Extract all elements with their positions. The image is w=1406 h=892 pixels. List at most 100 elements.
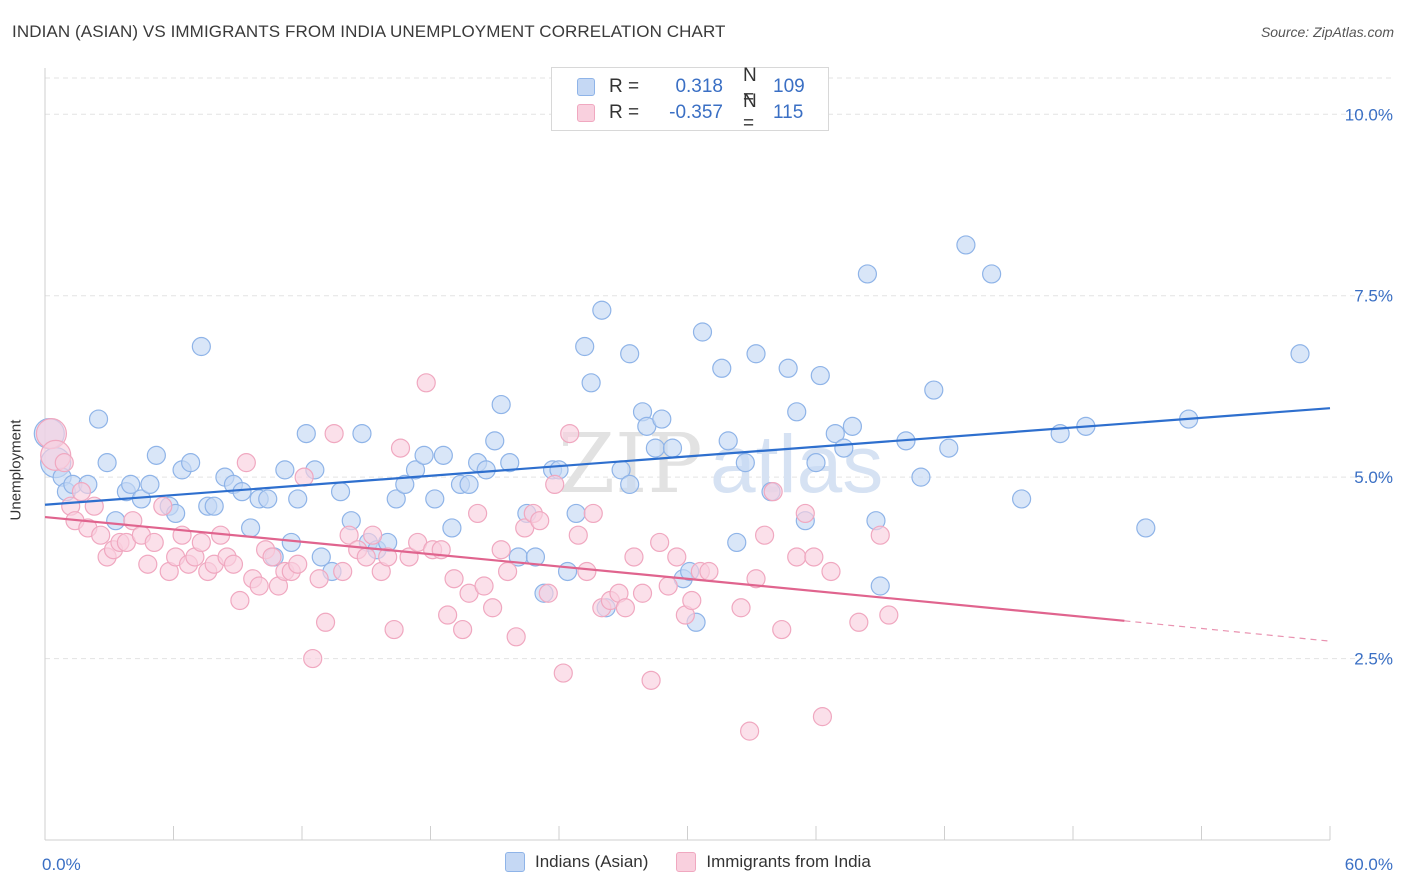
data-point — [97, 453, 117, 473]
data-point — [491, 394, 511, 415]
data-point — [632, 583, 653, 603]
legend-row-immigrants: R = -0.357 N = 115 — [577, 91, 804, 134]
trend-line — [44, 407, 1331, 506]
n-label: N = — [743, 91, 757, 134]
data-point — [395, 474, 415, 494]
data-point — [294, 467, 314, 487]
data-point — [288, 554, 308, 574]
data-point — [763, 482, 783, 502]
legend-swatch-pink — [577, 104, 595, 122]
data-point — [592, 300, 612, 320]
data-point — [692, 322, 713, 342]
data-point — [620, 344, 640, 364]
data-point — [740, 721, 760, 741]
data-point — [956, 235, 976, 255]
legend-row-indians: R = 0.318 N = 109 — [577, 65, 805, 108]
chart-source: Source: ZipAtlas.com — [1260, 24, 1394, 40]
data-point — [557, 561, 578, 582]
data-point — [453, 619, 473, 640]
data-point — [390, 438, 411, 458]
data-point — [795, 503, 815, 524]
data-point — [433, 445, 453, 465]
data-point — [54, 453, 74, 473]
data-point — [806, 453, 826, 473]
y-tick-label: 5.0% — [1354, 468, 1393, 487]
legend-label: Immigrants from India — [706, 852, 871, 871]
data-point — [384, 619, 404, 640]
r-value: -0.357 — [669, 102, 723, 123]
data-point — [363, 525, 383, 545]
data-point — [1136, 518, 1156, 538]
legend-item-indians: Indians (Asian) — [505, 852, 648, 872]
data-point — [498, 561, 518, 582]
series-legend: Indians (Asian) Immigrants from India — [505, 852, 899, 872]
data-point — [834, 438, 854, 458]
data-point — [641, 670, 661, 690]
data-point — [787, 547, 807, 567]
data-point — [682, 590, 702, 611]
x-tick-label-max: 60.0% — [1345, 855, 1393, 874]
n-value: 109 — [773, 76, 805, 97]
data-point — [939, 438, 959, 458]
correlation-legend: R = 0.318 N = 109 R = -0.357 N = 115 — [551, 65, 829, 134]
n-value: 115 — [773, 102, 804, 123]
n-label: N = — [743, 65, 757, 108]
data-point — [121, 474, 141, 494]
r-value: 0.318 — [675, 76, 723, 97]
data-point — [538, 583, 558, 603]
legend-swatch-pink — [676, 852, 697, 872]
data-point — [746, 569, 766, 589]
data-point — [275, 460, 295, 480]
data-point — [727, 532, 747, 553]
data-point — [911, 467, 931, 487]
legend-label: Indians (Asian) — [535, 852, 649, 871]
data-point — [560, 424, 580, 444]
data-point — [491, 540, 511, 560]
data-point — [810, 365, 830, 386]
data-point — [712, 358, 732, 378]
trend-line-extension — [1124, 620, 1331, 642]
data-point — [444, 569, 464, 589]
data-point — [485, 431, 505, 451]
data-point — [879, 605, 899, 625]
r-label: R = — [609, 76, 640, 97]
data-point — [249, 576, 269, 596]
tick-labels: 2.5% 5.0% 7.5% 10.0% 0.0% 60.0% — [42, 105, 1393, 874]
data-point — [324, 424, 344, 444]
data-point — [425, 489, 445, 509]
data-point — [315, 612, 336, 632]
data-point — [500, 453, 520, 473]
data-point — [821, 561, 841, 582]
data-point — [191, 336, 211, 357]
data-point — [91, 525, 111, 545]
data-point — [405, 460, 426, 480]
data-point — [414, 445, 434, 465]
data-point — [772, 619, 792, 640]
data-point — [71, 482, 92, 502]
data-point — [378, 547, 398, 567]
data-point — [241, 518, 261, 538]
data-point — [982, 264, 1002, 284]
data-point — [144, 532, 164, 553]
data-point — [577, 561, 597, 582]
data-point — [566, 503, 586, 524]
data-point — [553, 663, 573, 683]
trend-line — [44, 515, 1125, 622]
data-point — [258, 489, 278, 509]
data-point — [575, 336, 595, 357]
data-point — [662, 438, 683, 458]
data-point — [870, 525, 890, 545]
trend-lines — [44, 407, 1331, 642]
data-point — [731, 598, 751, 618]
data-point — [356, 547, 376, 567]
data-point — [870, 576, 890, 596]
y-axis-label: Unemployment — [7, 419, 25, 521]
data-point — [204, 496, 224, 516]
data-point — [339, 525, 359, 545]
chart-title: INDIAN (ASIAN) VS IMMIGRANTS FROM INDIA … — [12, 22, 726, 41]
data-point — [230, 590, 250, 611]
data-point — [699, 561, 719, 582]
data-point — [352, 424, 372, 444]
data-point — [754, 525, 775, 545]
